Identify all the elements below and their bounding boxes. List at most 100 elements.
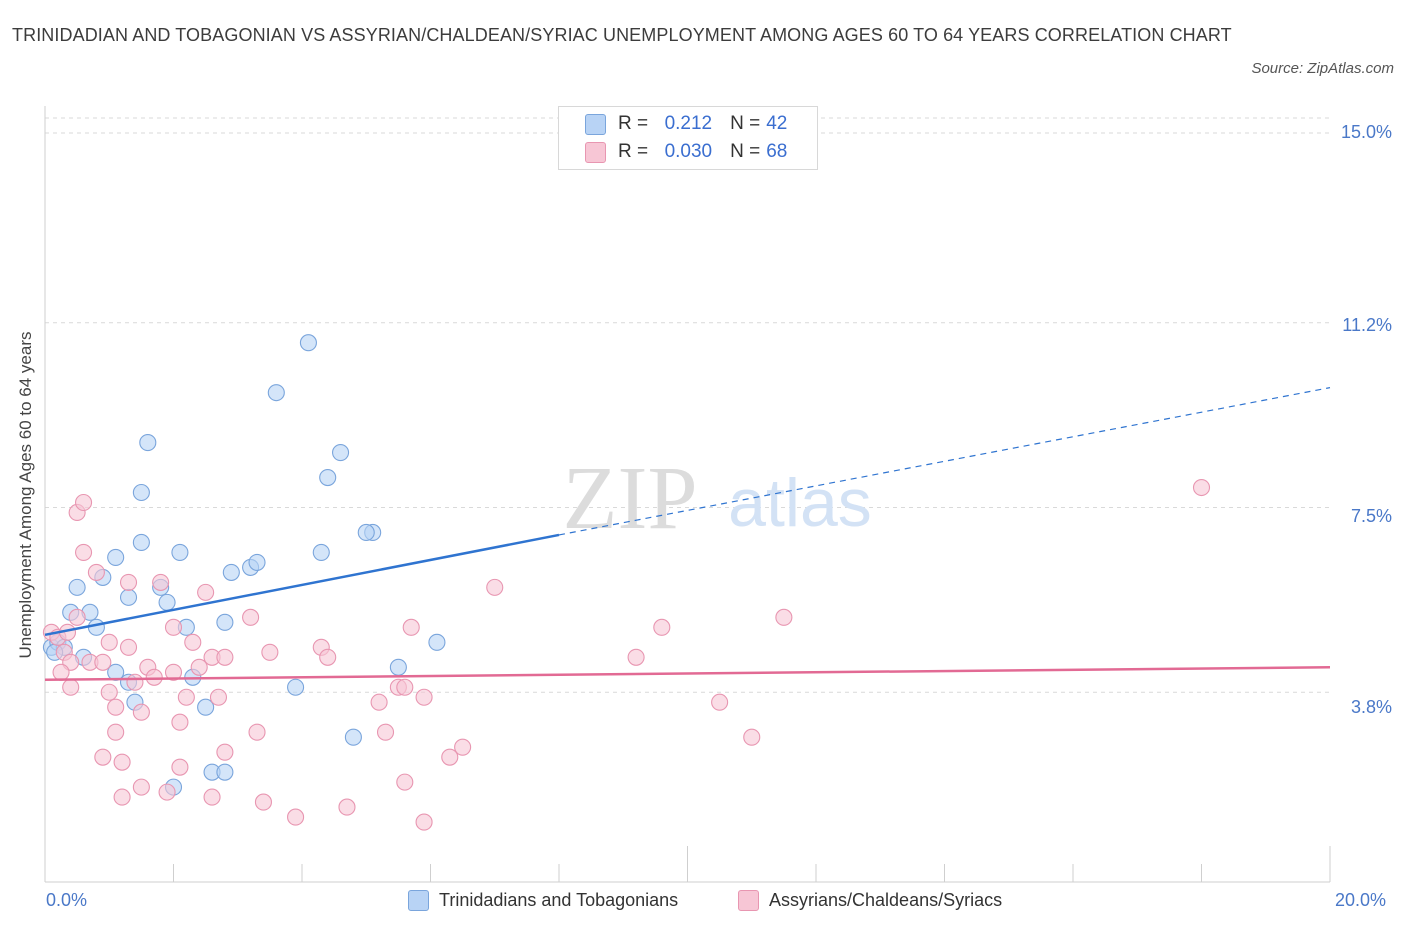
trinidadian-point bbox=[158, 593, 176, 611]
assyrian-trend-line bbox=[44, 666, 1331, 682]
assyrian-point bbox=[287, 808, 305, 826]
assyrian-point bbox=[171, 758, 189, 776]
assyrian-point bbox=[376, 723, 395, 741]
assyrian-point bbox=[68, 608, 86, 626]
assyrian-point bbox=[164, 663, 183, 681]
r-value: 0.212 bbox=[664, 113, 713, 134]
assyrian-point bbox=[775, 608, 793, 626]
assyrian-point bbox=[94, 748, 112, 766]
assyrian-point bbox=[75, 543, 93, 561]
n-value: 68 bbox=[766, 141, 788, 162]
assyrian-point bbox=[396, 773, 414, 791]
assyrian-point bbox=[152, 573, 170, 591]
assyrian-point bbox=[132, 703, 150, 721]
assyrian-point bbox=[107, 723, 125, 741]
series1-name: Trinidadians and Tobagonians bbox=[439, 890, 679, 910]
assyrian-point bbox=[113, 788, 131, 806]
assyrian-point bbox=[209, 688, 228, 706]
r-label: R = bbox=[618, 113, 649, 134]
source-label: Source: ZipAtlas.com bbox=[1251, 60, 1394, 77]
stats-legend: R = 0.212 N = 42 R = 0.030 N = 68 bbox=[558, 106, 818, 170]
assyrian-point bbox=[242, 608, 260, 626]
r-value: 0.030 bbox=[664, 141, 713, 162]
watermark-zip: ZIP bbox=[563, 449, 698, 548]
assyrian-point bbox=[261, 643, 279, 661]
assyrian-point bbox=[319, 648, 337, 666]
assyrian-point bbox=[396, 678, 414, 696]
trinidadian-point bbox=[344, 728, 362, 746]
assyrian-point bbox=[711, 693, 729, 711]
assyrian-point bbox=[100, 633, 118, 651]
assyrian-point bbox=[75, 493, 93, 512]
assyrian-point bbox=[100, 683, 118, 701]
series2-swatch bbox=[585, 141, 606, 163]
n-label: N = bbox=[730, 113, 761, 134]
assyrian-point bbox=[203, 788, 221, 806]
legend-row-series2: R = 0.030 N = 68 bbox=[585, 139, 787, 165]
y-tick-label: 11.2% bbox=[1342, 315, 1392, 335]
trinidadian-point bbox=[248, 553, 266, 571]
trinidadian-point bbox=[132, 483, 150, 502]
trinidadian-trend-line bbox=[44, 533, 560, 637]
assyrian-point bbox=[441, 748, 459, 766]
trinidadian-point bbox=[216, 613, 234, 631]
bottom-legend-series1: Trinidadians and Tobagonians bbox=[408, 890, 678, 911]
assyrian-point bbox=[415, 688, 433, 706]
legend-row-series1: R = 0.212 N = 42 bbox=[585, 111, 787, 137]
trinidadian-point bbox=[389, 658, 407, 676]
trinidadian-point bbox=[132, 533, 150, 551]
assyrian-point bbox=[190, 658, 208, 676]
chart-title: TRINIDADIAN AND TOBAGONIAN VS ASSYRIAN/C… bbox=[12, 25, 1232, 45]
assyrian-point bbox=[145, 668, 163, 686]
assyrian-point bbox=[171, 713, 189, 731]
assyrian-point bbox=[486, 578, 504, 596]
trinidadian-point bbox=[267, 384, 285, 402]
assyrian-point bbox=[415, 813, 433, 831]
trinidadian-point bbox=[171, 543, 189, 561]
x-tick-label: 20.0% bbox=[1335, 890, 1387, 910]
trinidadian-point bbox=[216, 763, 234, 781]
assyrian-point bbox=[177, 688, 195, 706]
trinidadian-point bbox=[319, 468, 337, 487]
assyrian-point bbox=[370, 693, 388, 711]
assyrian-point bbox=[743, 728, 761, 746]
trinidadian-point bbox=[287, 678, 305, 696]
assyrian-point bbox=[119, 573, 138, 591]
assyrian-point bbox=[94, 653, 112, 671]
series1-swatch bbox=[585, 113, 606, 135]
assyrian-point bbox=[107, 698, 125, 716]
assyrian-point bbox=[52, 663, 70, 681]
n-label: N = bbox=[730, 141, 761, 162]
assyrian-point bbox=[454, 738, 472, 756]
trinidadian-point bbox=[312, 543, 330, 561]
assyrian-point bbox=[164, 618, 183, 636]
trinidadian-point bbox=[357, 523, 375, 542]
r-label: R = bbox=[618, 141, 649, 162]
y-tick-label: 7.5% bbox=[1350, 506, 1392, 526]
assyrian-point bbox=[216, 648, 234, 666]
assyrian-point bbox=[113, 753, 131, 771]
trinidadian-point bbox=[139, 434, 157, 452]
assyrian-point bbox=[158, 783, 176, 801]
assyrian-point bbox=[184, 633, 202, 651]
y-tick-label: 3.8% bbox=[1350, 697, 1392, 717]
assyrian-point bbox=[132, 778, 150, 796]
assyrian-point bbox=[1192, 478, 1211, 497]
assyrian-point bbox=[119, 638, 138, 656]
n-value: 42 bbox=[766, 113, 788, 134]
assyrian-point bbox=[254, 793, 273, 811]
series2-swatch bbox=[738, 890, 759, 911]
assyrian-point bbox=[87, 563, 105, 581]
y-tick-label: 15.0% bbox=[1340, 122, 1392, 142]
assyrian-point bbox=[338, 798, 356, 816]
assyrian-point bbox=[216, 743, 234, 761]
trinidadian-point bbox=[222, 563, 240, 581]
series1-swatch bbox=[408, 890, 429, 911]
trinidadian-point bbox=[87, 618, 105, 636]
assyrian-point bbox=[197, 583, 215, 601]
assyrian-point bbox=[62, 678, 80, 696]
trinidadian-trend-extension bbox=[558, 387, 1331, 536]
trinidadian-point bbox=[299, 334, 317, 352]
watermark-atlas: atlas bbox=[728, 465, 872, 541]
